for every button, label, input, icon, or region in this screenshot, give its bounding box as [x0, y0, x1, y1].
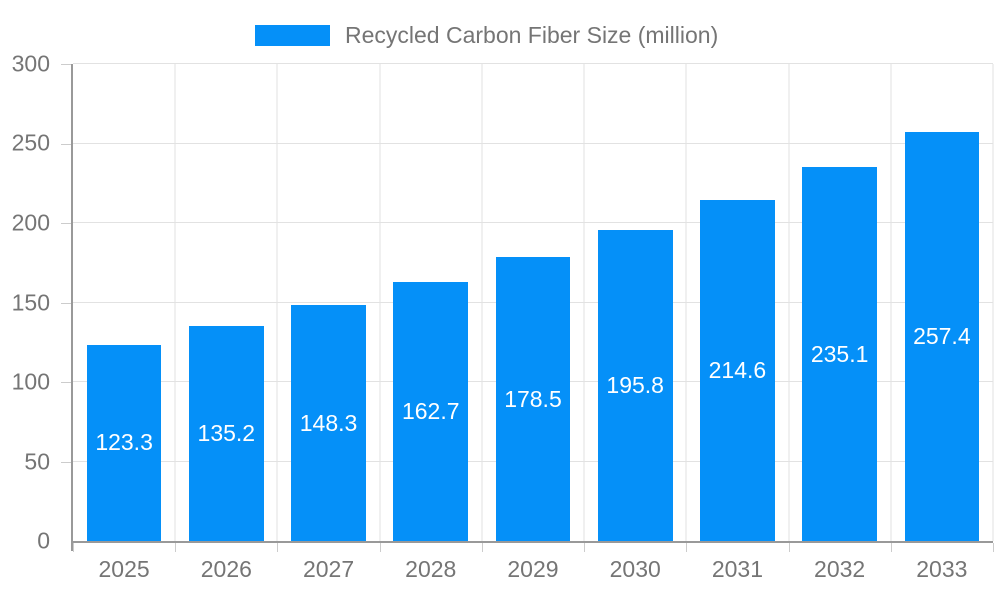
- x-axis-tick: [277, 543, 279, 552]
- gridline-vertical: [583, 64, 585, 541]
- bar-value-label: 195.8: [606, 371, 664, 398]
- bar-slot-2030: 195.8: [584, 64, 686, 541]
- gridline-horizontal: [73, 63, 993, 64]
- bar-slot-2033: 257.4: [891, 64, 993, 541]
- gridline-vertical: [992, 64, 994, 541]
- x-axis-tick-label: 2026: [200, 556, 252, 582]
- bar-2028: 162.7: [393, 282, 469, 541]
- bar-slot-2026: 135.2: [175, 64, 277, 541]
- y-axis-tick-label: 100: [11, 368, 50, 395]
- x-axis-tick: [175, 543, 177, 552]
- x-axis-line: [71, 541, 993, 543]
- gridline-vertical: [788, 64, 790, 541]
- plot-area: 123.3 135.2 148.3 162.7 178.5 195.8 214.6 235.1…: [73, 63, 994, 541]
- x-axis-tick-label: 2029: [507, 556, 559, 582]
- gridline-horizontal: [73, 222, 993, 224]
- bar-2027: 148.3: [291, 305, 366, 541]
- y-axis-tick-label: 150: [11, 289, 50, 315]
- y-axis-tick: [61, 223, 71, 224]
- bar-slot-2027: 148.3: [277, 64, 379, 541]
- x-axis-tick: [890, 543, 892, 552]
- x-axis-tick: [481, 543, 483, 552]
- x-axis-tick-label: 2030: [609, 556, 661, 582]
- y-axis-line: [71, 64, 73, 551]
- x-axis-tick: [686, 543, 688, 552]
- y-axis-tick: [61, 461, 71, 463]
- bar-value-label: 178.5: [504, 385, 562, 412]
- legend-label: Recycled Carbon Fiber Size (million): [345, 22, 719, 48]
- bar-slot-2032: 235.1: [789, 64, 891, 541]
- bar-value-label: 162.7: [401, 398, 460, 425]
- x-axis-tick-label: 2027: [302, 556, 355, 582]
- gridline-vertical: [685, 64, 687, 541]
- bar-slot-2028: 162.7: [380, 64, 482, 541]
- y-axis-tick-label: 0: [37, 527, 50, 554]
- bar-value-label: 214.6: [708, 356, 767, 383]
- y-axis-tick-label: 200: [11, 209, 50, 236]
- bar-2026: 135.2: [189, 326, 264, 541]
- x-axis-tick: [584, 543, 586, 552]
- x-axis-tick-label: 2033: [916, 556, 968, 582]
- bar-2032: 235.1: [802, 167, 877, 541]
- bar-2029: 178.5: [495, 257, 571, 541]
- gridline-vertical: [481, 64, 483, 541]
- y-axis-tick: [61, 143, 71, 145]
- legend[interactable]: Recycled Carbon Fiber Size (million): [255, 22, 718, 49]
- bar-slot-2029: 178.5: [482, 64, 584, 541]
- bar-2025: 123.3: [86, 344, 162, 541]
- bar-2033: 257.4: [904, 131, 980, 541]
- x-axis-tick-label: 2032: [814, 556, 866, 582]
- bar-value-label: 123.3: [95, 429, 153, 456]
- bar-2030: 195.8: [597, 229, 673, 541]
- x-axis-tick: [788, 543, 790, 552]
- x-axis-tick-label: 2025: [98, 556, 150, 582]
- gridline-vertical: [276, 64, 278, 541]
- y-axis-tick-label: 250: [11, 129, 50, 156]
- x-axis-labels: 2025 2026 2027 2028 2029 2030 2031 2032 2033: [73, 556, 993, 583]
- y-axis-tick: [61, 382, 71, 383]
- x-axis-tick-label: 2028: [405, 556, 457, 582]
- gridline-vertical: [379, 64, 381, 541]
- bar-value-label: 148.3: [299, 409, 358, 436]
- gridline-vertical: [890, 64, 892, 541]
- y-axis-labels: 0 50 100 150 200 250 300: [0, 51, 50, 554]
- bar-value-label: 257.4: [913, 322, 971, 349]
- y-axis-tick: [61, 64, 71, 65]
- bar-slot-2031: 214.6: [686, 64, 788, 541]
- bar-2031: 214.6: [700, 199, 775, 541]
- bar-value-label: 235.1: [810, 340, 869, 367]
- bar-slot-2025: 123.3: [73, 64, 175, 541]
- gridline-horizontal: [73, 142, 993, 144]
- x-axis-tick: [379, 543, 381, 552]
- x-axis-tick: [73, 543, 74, 552]
- y-axis-tick-label: 300: [11, 50, 50, 77]
- y-axis-tick: [61, 302, 71, 304]
- bar-series: 123.3 135.2 148.3 162.7 178.5 195.8 214.6 235.1…: [73, 64, 993, 541]
- x-axis-tick: [993, 543, 994, 552]
- bar-value-label: 135.2: [197, 420, 256, 447]
- gridline-vertical: [174, 64, 176, 541]
- y-axis-tick-label: 50: [24, 448, 50, 474]
- legend-swatch-icon: [255, 25, 330, 46]
- x-axis-tick-label: 2031: [711, 556, 763, 582]
